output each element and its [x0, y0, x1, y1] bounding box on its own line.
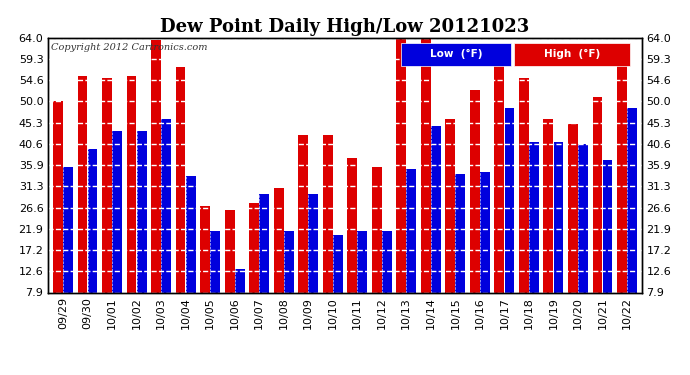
Bar [333, 235, 343, 328]
FancyBboxPatch shape [402, 43, 511, 66]
Bar [578, 144, 588, 328]
Bar [519, 78, 529, 328]
Text: Low  (°F): Low (°F) [430, 49, 482, 59]
Bar [396, 38, 406, 328]
Bar [200, 206, 210, 328]
Bar [602, 160, 613, 328]
Bar [259, 194, 269, 328]
Bar [372, 167, 382, 328]
Bar [421, 38, 431, 328]
Bar [151, 40, 161, 328]
Bar [225, 210, 235, 328]
Bar [249, 203, 259, 328]
Bar [235, 269, 244, 328]
Bar [431, 126, 441, 328]
Bar [568, 124, 578, 328]
Bar [284, 231, 294, 328]
Bar [347, 158, 357, 328]
Bar [186, 176, 195, 328]
Text: Copyright 2012 Cartronics.com: Copyright 2012 Cartronics.com [51, 43, 208, 52]
Bar [593, 97, 602, 328]
Bar [470, 90, 480, 328]
Bar [627, 108, 637, 328]
Bar [504, 108, 514, 328]
Bar [406, 170, 416, 328]
Bar [88, 149, 97, 328]
Bar [455, 174, 465, 328]
Bar [137, 130, 146, 328]
FancyBboxPatch shape [514, 43, 630, 66]
Bar [298, 135, 308, 328]
Bar [446, 119, 455, 328]
Bar [102, 78, 112, 328]
Title: Dew Point Daily High/Low 20121023: Dew Point Daily High/Low 20121023 [160, 18, 530, 36]
Bar [176, 67, 186, 328]
Bar [127, 76, 137, 328]
Bar [617, 60, 627, 328]
Text: High  (°F): High (°F) [544, 49, 600, 59]
Bar [357, 231, 367, 328]
Bar [480, 172, 490, 328]
Bar [553, 142, 563, 328]
Bar [161, 119, 171, 328]
Bar [323, 135, 333, 328]
Bar [53, 101, 63, 328]
Bar [382, 231, 392, 328]
Bar [544, 119, 553, 328]
Bar [308, 194, 318, 328]
Bar [529, 142, 539, 328]
Bar [210, 231, 220, 328]
Bar [274, 188, 284, 328]
Bar [77, 76, 88, 328]
Bar [63, 167, 73, 328]
Bar [112, 130, 122, 328]
Bar [495, 60, 504, 328]
